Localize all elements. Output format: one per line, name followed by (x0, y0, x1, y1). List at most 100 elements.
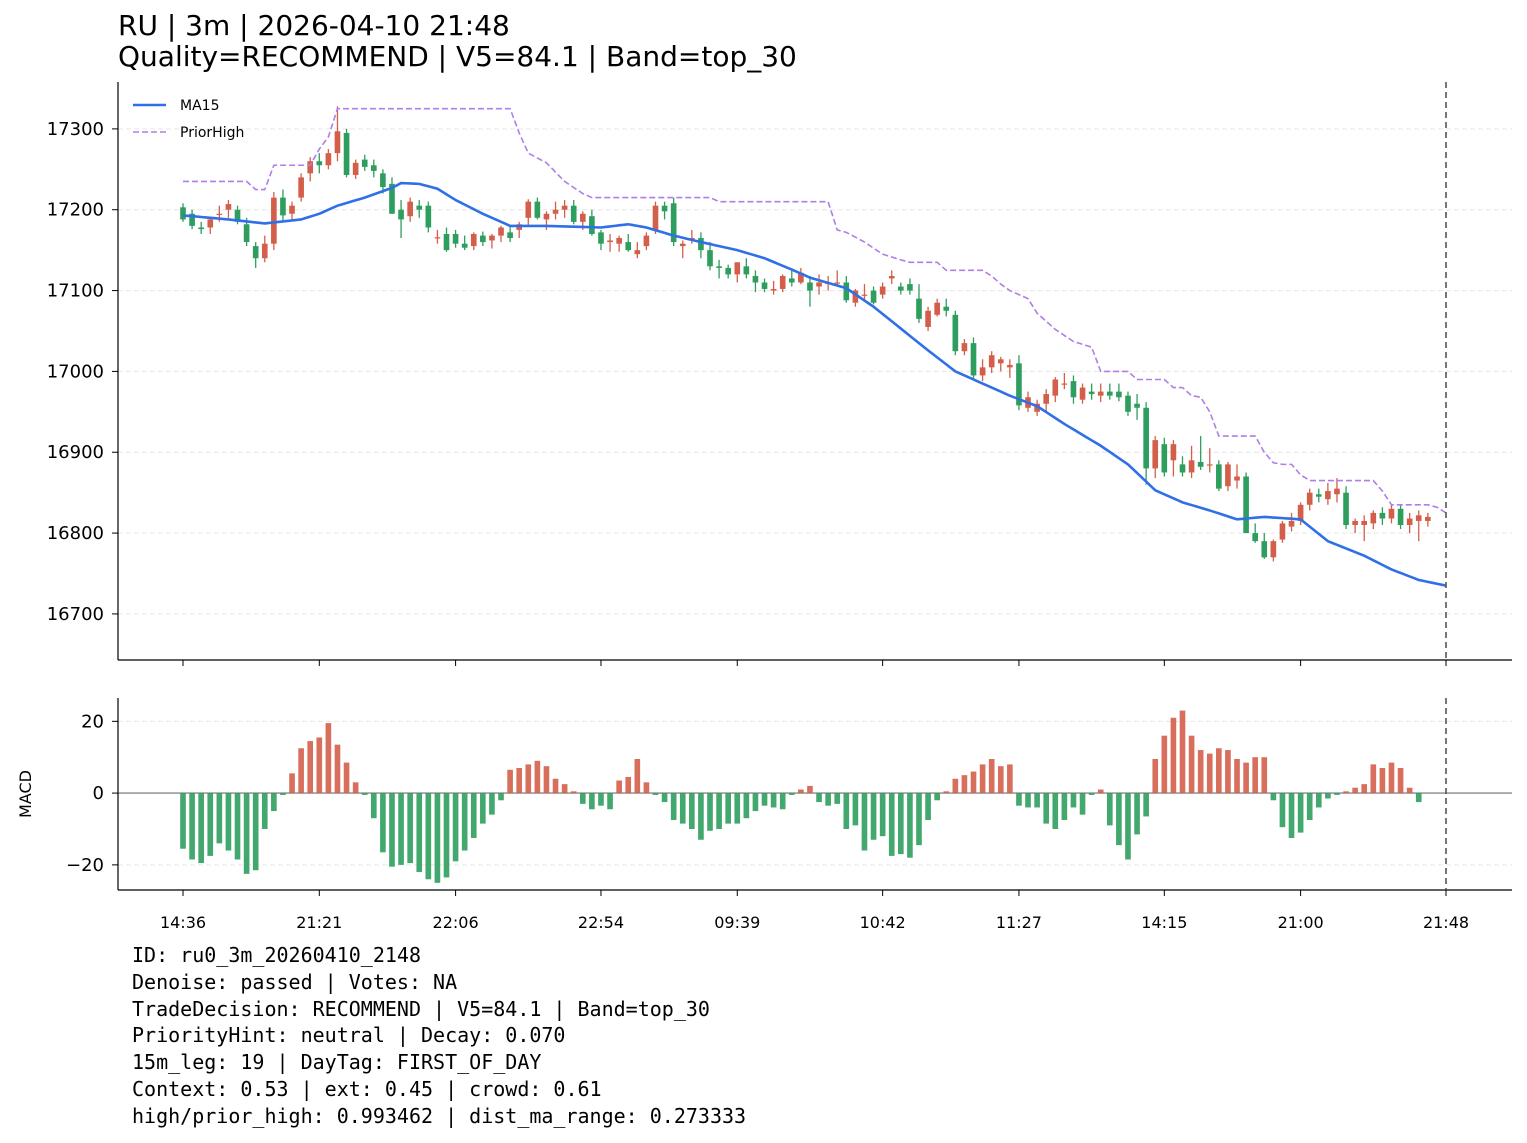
candle-body (1415, 515, 1422, 521)
macd-bar (752, 793, 759, 812)
macd-bar (470, 793, 477, 838)
candle-body (870, 290, 877, 303)
macd-bar (943, 791, 950, 794)
macd-bar (934, 793, 940, 801)
macd-bar (180, 793, 186, 849)
macd-bar (416, 793, 423, 873)
macd-bar (770, 793, 777, 808)
info-leg-daytag: 15m_leg: 19 | DayTag: FIRST_OF_DAY (132, 1050, 542, 1075)
candle-body (634, 250, 641, 255)
x-tick-label: 22:06 (433, 913, 479, 932)
candle-body (1007, 364, 1013, 368)
candle-body (625, 242, 632, 251)
candle-body (1116, 391, 1122, 398)
candle-body (970, 343, 977, 376)
candle-body (679, 243, 686, 247)
macd-bar (1306, 793, 1313, 821)
macd-bar (516, 767, 523, 794)
macd-bar (561, 784, 568, 794)
candle-body (1288, 520, 1295, 527)
macd-bar (961, 775, 968, 794)
candle-body (1079, 387, 1086, 400)
macd-bar (925, 793, 931, 821)
macd-bar (1325, 793, 1331, 799)
y-tick-label: 20 (81, 711, 104, 732)
candle-body (225, 204, 232, 210)
candle-body (1270, 541, 1277, 558)
y-tick-label: −20 (66, 855, 104, 876)
candle-body (561, 205, 568, 210)
x-tick-label: 21:48 (1423, 913, 1469, 932)
candle-body (543, 213, 550, 220)
macd-bar (743, 793, 750, 819)
macd-bar (779, 793, 786, 810)
macd-bar (1406, 787, 1413, 794)
macd-bar (1116, 793, 1122, 846)
info-denoise: Denoise: passed | Votes: NA (132, 969, 458, 994)
macd-bar (1025, 793, 1031, 808)
candle-body (698, 238, 704, 251)
price-panel: 16700 16800 16900 17000 17100 17200 17300 (47, 82, 1512, 666)
macd-bar (189, 793, 195, 860)
macd-bar (1079, 793, 1086, 815)
info-block: ID: ru0_3m_20260410_2148 Denoise: passed… (132, 942, 746, 1130)
candle-body (280, 197, 286, 216)
x-tick-label: 21:00 (1278, 913, 1324, 932)
macd-bar (616, 780, 622, 794)
macd-bar (380, 793, 386, 853)
candle-body (1088, 391, 1095, 395)
macd-bar (370, 793, 377, 819)
macd-bar (525, 764, 532, 794)
info-high-ratio: high/prior_high: 0.993462 | dist_ma_rang… (132, 1103, 747, 1128)
candle-body (1052, 379, 1059, 396)
candle-body (1397, 508, 1404, 525)
candle-body (234, 209, 241, 222)
candle-body (752, 276, 759, 283)
macd-bar (480, 793, 486, 824)
macd-bar (1170, 717, 1177, 794)
macd-bar (661, 793, 668, 803)
chart-title: RU | 3m | 2026-04-10 21:48 (118, 9, 510, 42)
x-tick-label: 10:42 (860, 913, 906, 932)
macd-bar (216, 793, 223, 844)
candle-body (898, 286, 904, 291)
candle-body (525, 201, 532, 218)
y-tick-label: 17200 (47, 200, 104, 221)
candle-body (707, 250, 713, 267)
macd-bar (252, 793, 259, 871)
macd-bar (1206, 753, 1213, 794)
macd-bar (625, 776, 632, 794)
x-tick-label: 11:27 (996, 913, 1042, 932)
legend-label: MA15 (180, 98, 219, 114)
macd-bar (698, 793, 704, 840)
candle-body (416, 205, 423, 210)
candle-body (425, 205, 432, 228)
ma15-line (182, 181, 1447, 587)
candle-body (997, 359, 1004, 364)
candle-body (1334, 488, 1340, 495)
macd-bar (1279, 793, 1286, 828)
macd-bar (1225, 750, 1231, 794)
macd-bar (280, 793, 286, 795)
macd-bar (1143, 793, 1149, 817)
macd-bar (1388, 762, 1395, 794)
candle-body (607, 240, 613, 243)
macd-bar (579, 793, 586, 804)
candle-body (1252, 533, 1259, 542)
y-tick-label: 17300 (47, 119, 104, 140)
macd-bar (1415, 793, 1422, 803)
macd-bar (452, 793, 459, 862)
x-tick-label: 09:39 (714, 913, 760, 932)
macd-bar (1234, 759, 1240, 794)
candle-body (779, 276, 786, 289)
y-tick-label: 16900 (47, 442, 104, 463)
candle-body (1016, 363, 1022, 406)
macd-bar (1288, 793, 1295, 838)
candle-body (1152, 440, 1159, 469)
candle-body (252, 246, 259, 259)
candle-body (1125, 395, 1131, 412)
candle-body (1206, 464, 1213, 466)
macd-bar (1152, 759, 1159, 794)
candle-body (988, 355, 995, 368)
candle-body (798, 272, 804, 283)
